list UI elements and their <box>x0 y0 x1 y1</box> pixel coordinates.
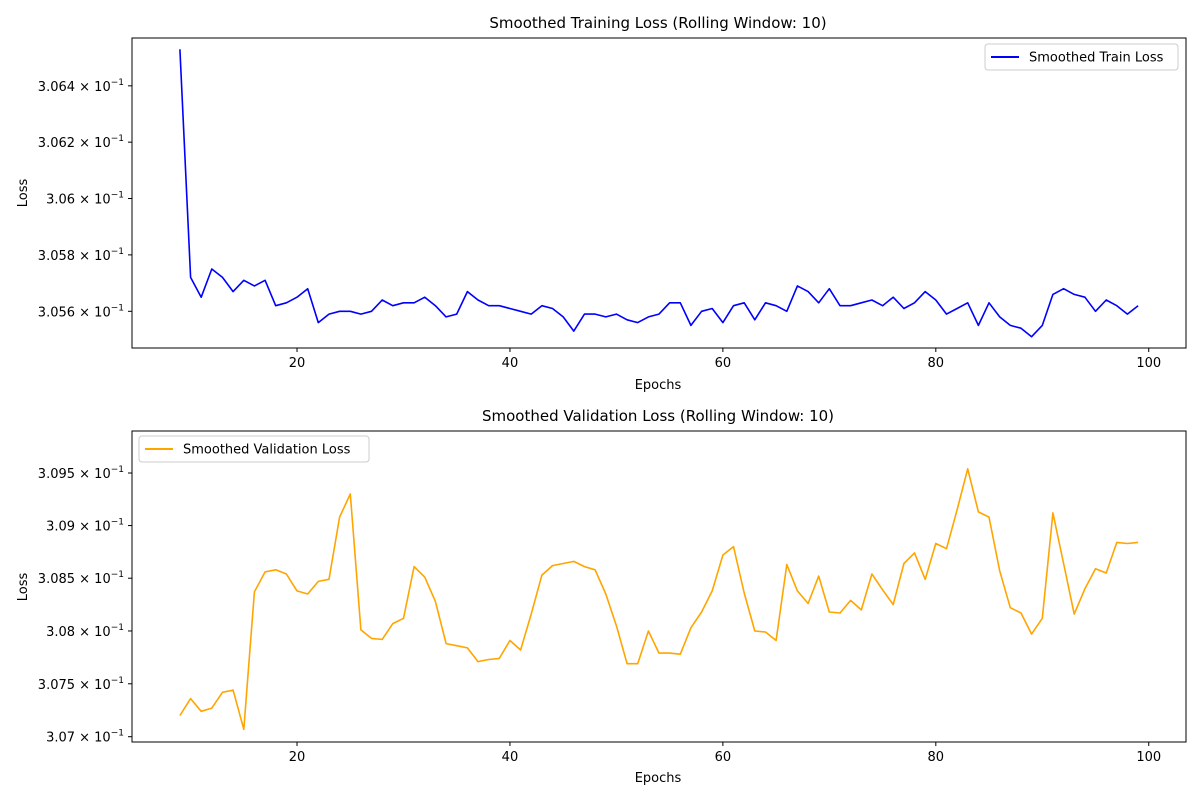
legend-label-validation: Smoothed Validation Loss <box>183 443 351 458</box>
x-tick-label: 60 <box>715 356 732 371</box>
y-tick-label: 3.09 × 10−1 <box>46 518 124 535</box>
legend: Smoothed Train Loss <box>984 43 1179 71</box>
y-tick-label: 3.095 × 10−1 <box>38 465 124 482</box>
series-lines <box>179 467 1139 731</box>
legend-box <box>984 43 1179 71</box>
y-tick-label: 3.08 × 10−1 <box>46 623 124 640</box>
y-tick-label: 3.062 × 10−1 <box>38 134 124 151</box>
x-axis-ticks: 20 40 60 80 100 <box>289 348 1161 371</box>
x-tick-label: 20 <box>289 356 306 371</box>
y-tick-label: 3.085 × 10−1 <box>38 570 124 587</box>
x-tick-label: 60 <box>715 750 732 765</box>
y-tick-label: 3.07 × 10−1 <box>46 729 124 746</box>
x-axis-label: Epochs <box>635 378 682 393</box>
y-tick-label: 3.056 × 10−1 <box>38 303 124 320</box>
y-axis-label: Loss <box>16 179 31 208</box>
y-tick-label: 3.075 × 10−1 <box>38 676 124 693</box>
x-tick-label: 100 <box>1136 356 1161 371</box>
plot-area-frame <box>131 430 1187 743</box>
chart-title: Smoothed Validation Loss (Rolling Window… <box>482 407 834 425</box>
x-tick-label: 40 <box>502 356 519 371</box>
x-tick-label: 100 <box>1136 750 1161 765</box>
y-tick-label: 3.06 × 10−1 <box>46 190 124 207</box>
y-axis-ticks: 3.056 × 10−1 3.058 × 10−1 3.06 × 10−1 3.062… <box>38 78 132 320</box>
x-tick-label: 40 <box>502 750 519 765</box>
train-loss-chart: Smoothed Training Loss (Rolling Window: … <box>16 14 1187 393</box>
x-axis-label: Epochs <box>635 771 682 786</box>
legend-label-train: Smoothed Train Loss <box>1029 51 1164 66</box>
legend-box <box>138 435 370 463</box>
plot-area-frame <box>131 37 1187 349</box>
x-tick-label: 20 <box>289 750 306 765</box>
y-tick-label: 3.064 × 10−1 <box>38 78 124 95</box>
x-tick-label: 80 <box>928 356 945 371</box>
y-axis-label: Loss <box>16 573 31 602</box>
y-axis-ticks: 3.07 × 10−1 3.075 × 10−1 3.08 × 10−1 3.085 … <box>38 465 132 746</box>
validation-loss-chart: Smoothed Validation Loss (Rolling Window… <box>16 407 1187 786</box>
x-tick-label: 80 <box>928 750 945 765</box>
chart-title: Smoothed Training Loss (Rolling Window: … <box>489 14 826 32</box>
x-axis-ticks: 20 40 60 80 100 <box>289 742 1161 765</box>
series-lines <box>179 49 1139 338</box>
y-tick-label: 3.058 × 10−1 <box>38 247 124 264</box>
legend: Smoothed Validation Loss <box>138 435 370 463</box>
series-line <box>179 467 1139 731</box>
series-line <box>179 49 1139 338</box>
